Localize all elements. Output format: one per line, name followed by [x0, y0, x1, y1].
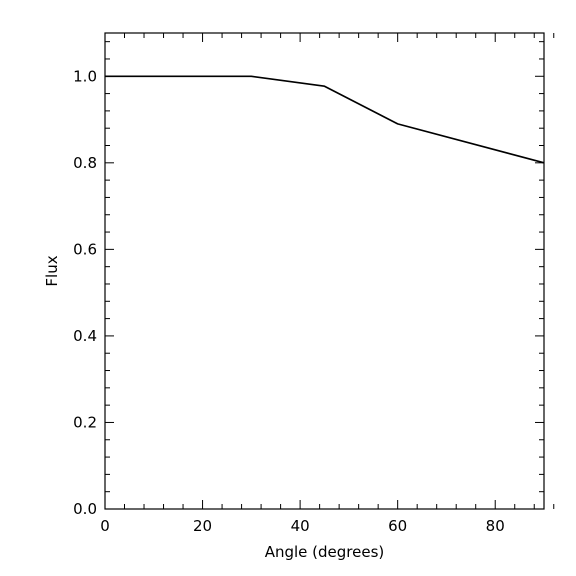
y-tick-label: 0.4: [73, 327, 97, 345]
x-tick-label: 40: [291, 517, 310, 535]
plot-frame: [104, 32, 545, 510]
series-layer: [105, 75, 545, 164]
y-tick-label: 0.0: [73, 500, 97, 518]
y-tick-label: 1.0: [73, 67, 97, 85]
series-line: [105, 75, 545, 164]
x-axis-title: Angle (degrees): [265, 543, 385, 561]
y-tick-labels: 0.0 0.2 0.4 0.6 0.8 1.0: [73, 67, 97, 518]
x-tick-label: 80: [486, 517, 505, 535]
x-tick-label: 0: [100, 517, 110, 535]
x-tick-label: 20: [193, 517, 212, 535]
y-tick-label: 0.6: [73, 240, 97, 258]
y-tick-label: 0.2: [73, 413, 97, 431]
x-tick-labels: 0 20 40 60 80: [100, 517, 505, 535]
y-axis-title: Flux: [43, 255, 61, 286]
axis-ticks: [104, 33, 555, 510]
y-tick-label: 0.8: [73, 154, 97, 172]
x-tick-label: 60: [388, 517, 407, 535]
